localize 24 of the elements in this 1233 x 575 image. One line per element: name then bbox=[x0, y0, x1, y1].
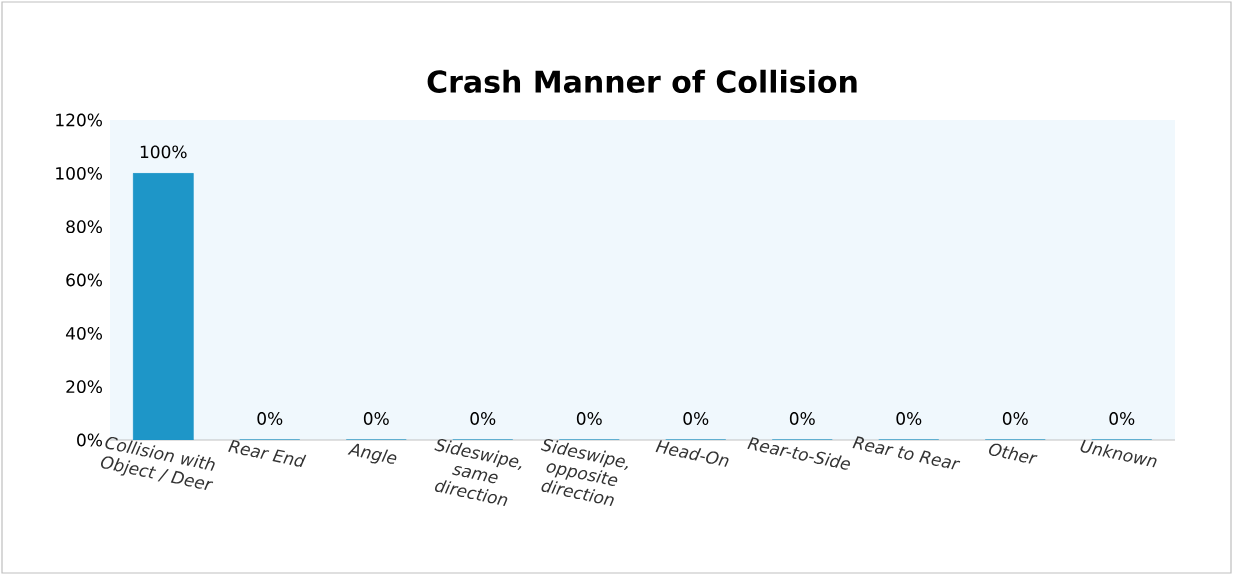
x-tick-label: Other bbox=[989, 443, 1038, 464]
x-tick-label: Angle bbox=[347, 443, 397, 464]
data-label: 100% bbox=[140, 145, 187, 159]
x-tick-label: Head-On bbox=[655, 440, 729, 467]
data-label: 0% bbox=[1109, 412, 1135, 425]
chart-title: Crash Manner of Collision bbox=[427, 69, 857, 93]
data-label: 0% bbox=[470, 412, 496, 425]
x-tick-label: Unknown bbox=[1080, 439, 1157, 468]
x-tick-label: Rear to Rear bbox=[852, 436, 961, 470]
data-label: 0% bbox=[1002, 412, 1028, 425]
y-tick-label: 20% bbox=[66, 380, 102, 394]
data-label: 0% bbox=[896, 412, 922, 425]
y-tick-label: 80% bbox=[66, 220, 102, 234]
x-tick-label: Rear End bbox=[228, 439, 307, 468]
y-tick-label: 120% bbox=[56, 113, 102, 127]
y-tick-label: 0% bbox=[77, 433, 102, 447]
y-tick-label: 60% bbox=[66, 273, 102, 287]
y-tick-label: 40% bbox=[65, 326, 102, 340]
data-label: 0% bbox=[789, 412, 815, 425]
y-tick-label: 100% bbox=[56, 166, 102, 180]
data-label: 0% bbox=[576, 412, 602, 425]
data-label: 0% bbox=[683, 412, 709, 425]
data-label: 0% bbox=[257, 412, 283, 425]
data-label: 0% bbox=[363, 412, 389, 425]
